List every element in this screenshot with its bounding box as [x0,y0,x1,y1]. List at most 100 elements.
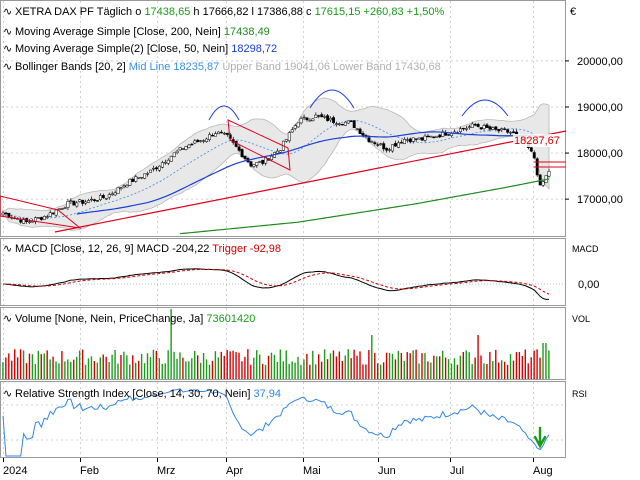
volume-bar [84,364,87,379]
candle-body [261,160,265,164]
price-tag-box [513,134,565,147]
x-tick-label: Mai [303,465,321,477]
volume-bar [87,358,90,379]
volume-bar [459,355,462,379]
price-tick-label: 18000,00 [577,148,623,160]
candle-body [323,116,327,118]
flag-channel-jan [0,195,82,229]
volume-bar [409,353,411,379]
volume-bar [167,350,169,379]
candle-body [240,149,244,158]
volume-bar [315,364,317,379]
volume-bar [415,349,417,379]
volume-bar [143,363,146,379]
candle-body [494,126,498,130]
volume-bar [164,363,166,379]
candle-body [169,155,173,162]
candle-body [338,123,341,126]
candle-body [193,140,197,144]
volume-bar [492,361,494,379]
price-gridlines [1,60,565,200]
volume-bar [81,349,84,379]
volume-bar [439,356,441,379]
volume-bar [344,355,346,379]
candle-body [293,125,297,129]
volume-bar [306,353,308,379]
ma50-line [76,131,550,215]
candle-body [119,187,123,189]
candle-body [140,177,144,179]
candle-body [402,139,406,144]
candle-body [503,128,507,130]
candle-body [225,132,229,135]
candle-body [152,168,155,170]
volume-bar [303,359,305,379]
volume-label: Volume [None, Nein, PriceChange, Ja] [15,313,203,325]
candle-body [482,125,486,129]
volume-bar [247,349,249,379]
svg-text:Relative Strength Index [Close: Relative Strength Index [Close, 14, 30, … [15,388,281,400]
volume-bar [379,364,382,379]
volume-bar [8,353,10,379]
volume-bar [108,362,110,379]
volume-bar [270,352,273,379]
close-value: 17615,15 [315,6,361,18]
volume-bar [341,360,344,379]
volume-bar [453,358,456,379]
candle-body [93,199,96,201]
volume-bar [524,349,526,379]
svg-text:XETRA DAX PF Täglich o 17438,6: XETRA DAX PF Täglich o 17438,65 h 17666,… [15,6,444,18]
trend-icon: ∿ [3,6,12,18]
candle-body [134,176,138,182]
candle-body [196,139,200,143]
volume-bar [474,357,476,379]
candle-body [296,122,300,128]
volume-bar [208,364,211,379]
candle-body [137,177,141,179]
volume-bar [267,355,270,379]
volume-bar [226,350,228,379]
volume-bar [500,360,503,379]
volume-bar [294,362,296,379]
candle-body [385,148,389,151]
candle-body [216,131,220,135]
volume-bar [332,350,335,379]
volume-bar [385,352,388,379]
candle-body [255,162,259,166]
candle-body [72,200,76,206]
candle-body [28,221,32,223]
volume-bar [232,350,234,379]
volume-bar [430,362,432,379]
candle-body [394,143,397,147]
candle-body [426,135,430,138]
x-tick-label: Aug [533,465,553,477]
candle-body [423,135,427,141]
volume-bar [291,361,293,379]
volume-bar [441,350,444,379]
candle-body [131,178,135,182]
candle-body [172,152,176,157]
volume-bar [530,357,532,379]
candle-body [69,200,73,202]
candle-body [305,117,309,121]
volume-bar [140,353,143,379]
svg-text:Moving Average Simple [Close,: Moving Average Simple [Close, 200, Nein]… [15,26,270,38]
volume-bar [250,364,252,379]
candle-body [57,208,61,210]
svg-text:Moving Average Simple(2) [Clos: Moving Average Simple(2) [Close, 50, Nei… [15,43,277,55]
candle-body [464,128,468,130]
volume-bar [350,358,352,379]
volume-bar [421,353,423,379]
volume-bar [264,364,267,379]
volume-bar [279,349,282,379]
volume-axis-name: VOL [572,314,590,324]
peak-arc-2 [309,89,355,109]
volume-bar [114,349,116,379]
rsi-value: 37,94 [253,388,281,400]
volume-bar [93,361,96,379]
candle-body [146,173,150,175]
volume-bar [43,353,45,379]
candle-body [335,123,338,125]
volume-bar [185,361,187,379]
